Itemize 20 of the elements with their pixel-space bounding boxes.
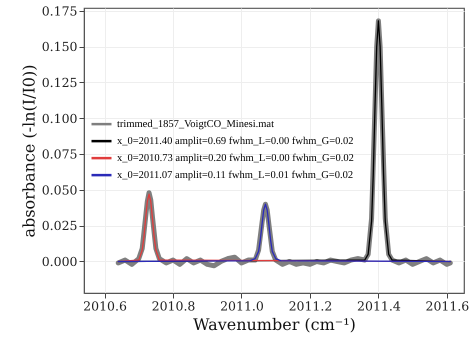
y-axis-title: absorbance (-ln(I/I0)) — [20, 64, 39, 238]
y-tick-label: 0.150 — [42, 39, 78, 54]
y-tick-label: 0.075 — [42, 146, 78, 162]
x-tick-label: 2011.0 — [220, 298, 264, 314]
x-tick-label: 2010.8 — [152, 298, 196, 314]
y-tick-label: 0.175 — [42, 3, 78, 18]
legend-label: trimmed_1857_VoigtCO_Minesi.mat — [117, 119, 274, 130]
y-tick-label: 0.100 — [42, 110, 78, 126]
y-tick-label: 0.000 — [42, 254, 78, 269]
y-tick-label: 0.025 — [42, 218, 78, 234]
x-tick-label: 2011.4 — [357, 298, 401, 314]
x-axis-title: Wavenumber (cm⁻¹) — [193, 315, 356, 334]
x-tick-label: 2010.6 — [83, 298, 127, 314]
legend-label: x_0=2011.07 amplit=0.11 fwhm_L=0.01 fwhm_G=0.02 — [117, 170, 354, 182]
legend-label: x_0=2010.73 amplit=0.20 fwhm_L=0.00 fwhm_G=0.02 — [117, 153, 354, 164]
legend-label: x_0=2011.40 amplit=0.69 fwhm_L=0.00 fwhm_G=0.02 — [117, 136, 354, 148]
x-tick-label: 2011.2 — [288, 298, 332, 314]
x-tick-label: 2011.6 — [426, 298, 470, 314]
y-tick-label: 0.125 — [42, 74, 78, 90]
y-tick-label: 0.050 — [42, 182, 78, 198]
